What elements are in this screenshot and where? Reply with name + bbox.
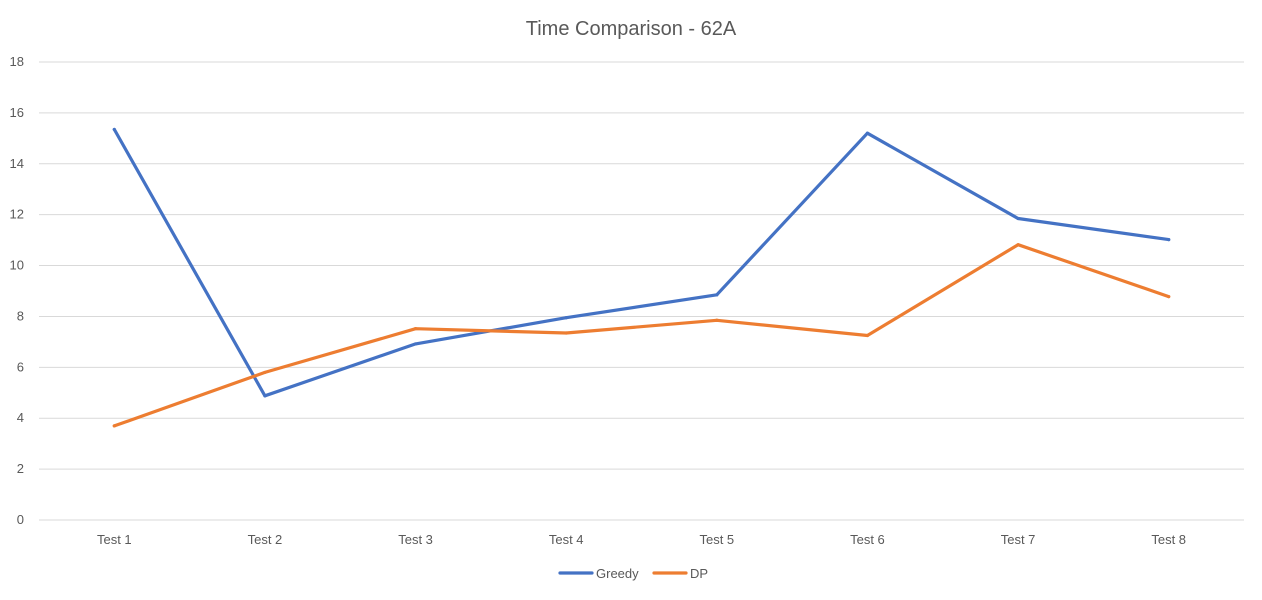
y-tick-label: 0 [17, 512, 24, 527]
legend[interactable]: Greedy DP [558, 566, 708, 581]
x-tick-label: Test 1 [97, 532, 132, 547]
series-lines [112, 127, 1171, 428]
legend-label: DP [690, 566, 708, 581]
data-point-dp [263, 370, 267, 375]
data-point-greedy [1167, 238, 1171, 242]
legend-label: Greedy [596, 566, 639, 581]
data-point-greedy [715, 293, 719, 297]
data-point-dp [715, 318, 719, 322]
x-tick-label: Test 4 [549, 532, 584, 547]
y-tick-label: 12 [10, 207, 24, 222]
series-line-dp [112, 243, 1171, 428]
y-tick-label: 4 [17, 410, 24, 425]
data-point-greedy [413, 342, 418, 346]
x-tick-label: Test 7 [1001, 532, 1036, 547]
gridlines [39, 61, 1244, 521]
y-tick-label: 18 [10, 54, 24, 69]
data-point-dp [564, 331, 568, 335]
data-point-dp [1016, 243, 1020, 247]
legend-item-greedy[interactable]: Greedy [558, 566, 639, 581]
x-tick-label: Test 5 [699, 532, 734, 547]
data-point-greedy [1016, 216, 1020, 221]
data-point-dp [413, 327, 418, 331]
y-tick-label: 2 [17, 461, 24, 476]
data-point-greedy [112, 127, 116, 132]
y-axis-ticks: 0 2 4 6 8 10 12 14 16 18 [10, 54, 24, 527]
x-axis-ticks: Test 1 Test 2 Test 3 Test 4 Test 5 Test 6 Test… [97, 532, 1186, 547]
data-point-dp [112, 424, 116, 428]
legend-item-dp[interactable]: DP [652, 566, 708, 581]
x-tick-label: Test 6 [850, 532, 885, 547]
data-point-dp [1167, 294, 1171, 299]
y-tick-label: 16 [10, 105, 24, 120]
x-tick-label: Test 8 [1151, 532, 1186, 547]
data-point-greedy [865, 131, 870, 135]
chart-title: Time Comparison - 62A [526, 18, 737, 40]
x-tick-label: Test 2 [248, 532, 283, 547]
y-tick-label: 6 [17, 359, 24, 374]
data-point-greedy [564, 316, 568, 320]
series-line-greedy [112, 127, 1171, 398]
y-tick-label: 8 [17, 308, 24, 323]
x-tick-label: Test 3 [398, 532, 433, 547]
y-tick-label: 14 [10, 156, 24, 171]
y-tick-label: 10 [10, 258, 24, 273]
data-point-greedy [263, 394, 267, 398]
data-point-dp [865, 333, 870, 338]
